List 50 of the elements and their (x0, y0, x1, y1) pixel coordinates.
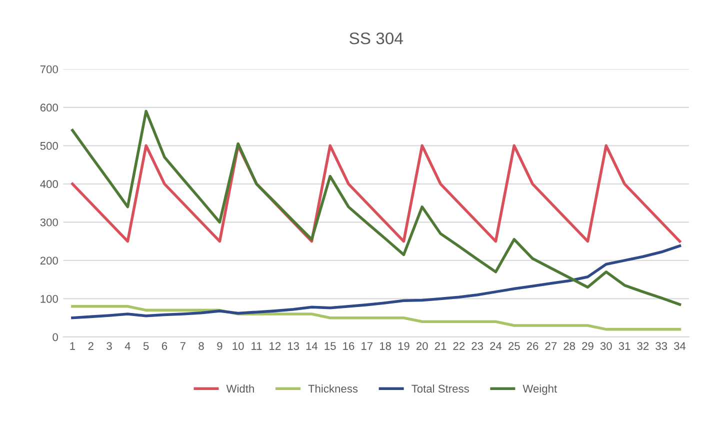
x-tick-label: 6 (162, 342, 168, 350)
x-tick-label: 18 (380, 342, 392, 350)
x-tick-label: 16 (343, 342, 354, 350)
x-tick-label: 25 (508, 342, 520, 350)
x-tick-label: 2 (88, 342, 94, 350)
x-tick-label: 32 (637, 342, 649, 350)
y-tick-label: 700 (40, 65, 58, 74)
x-tick-label: 22 (453, 342, 465, 350)
legend-label: Total Stress (412, 384, 469, 393)
x-tick-label: 17 (362, 342, 373, 350)
x-tick-label: 10 (232, 342, 244, 350)
x-tick-label: 29 (582, 342, 594, 350)
x-tick-label: 5 (143, 342, 149, 350)
x-tick-label: 9 (217, 342, 222, 350)
line-series (71, 110, 682, 306)
line-series (71, 244, 682, 320)
x-tick-label: 31 (618, 342, 630, 350)
legend-label: Width (226, 384, 254, 393)
x-tick-label: 27 (545, 342, 557, 350)
x-tick-label: 15 (324, 342, 336, 350)
x-tick-label: 28 (564, 342, 576, 350)
x-tick-label: 19 (398, 342, 410, 350)
legend-label: Thickness (308, 384, 358, 393)
x-tick-label: 30 (600, 342, 612, 350)
y-tick-label: 200 (40, 256, 58, 265)
x-tick-label: 20 (416, 342, 428, 350)
x-tick-label: 1 (70, 342, 76, 350)
line-series (71, 304, 682, 331)
legend-label: Weight (522, 384, 557, 395)
x-tick-label: 24 (490, 342, 502, 350)
x-tick-label: 13 (288, 342, 299, 350)
x-tick-label: 11 (252, 342, 262, 350)
x-tick-label: 7 (180, 342, 186, 350)
x-tick-label: 26 (526, 342, 538, 350)
y-tick-label: 400 (40, 180, 58, 188)
y-tick-label: 100 (40, 294, 58, 303)
x-tick-label: 14 (306, 342, 318, 350)
y-tick-label: 600 (40, 104, 58, 112)
y-tick-label: 500 (40, 142, 58, 150)
x-tick-label: 21 (434, 342, 446, 350)
x-tick-label: 3 (106, 342, 112, 350)
x-tick-label: 34 (674, 342, 686, 350)
x-tick-label: 33 (656, 342, 668, 350)
x-tick-label: 8 (198, 342, 204, 350)
y-tick-label: 0 (52, 333, 58, 342)
x-tick-label: 23 (472, 342, 484, 350)
x-tick-label: 12 (270, 342, 281, 350)
x-tick-label: 4 (124, 342, 130, 350)
y-tick-label: 300 (40, 218, 58, 226)
chart-title: SS 304 (350, 32, 403, 44)
